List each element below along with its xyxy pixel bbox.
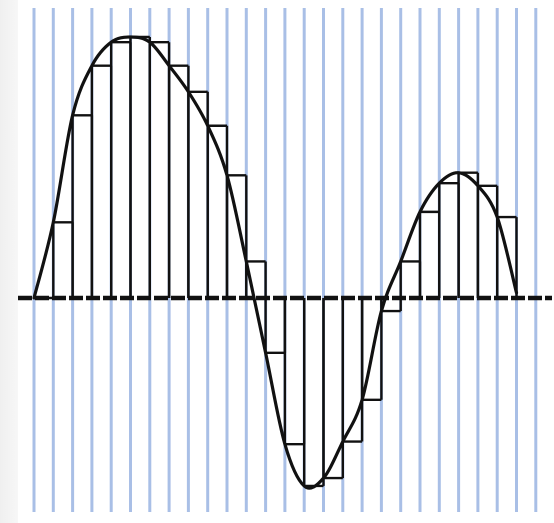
sample-bar — [52, 221, 74, 298]
sample-bar — [476, 184, 499, 298]
sample-bar — [303, 298, 325, 488]
sample-bar — [438, 181, 460, 298]
sample-bars — [34, 35, 518, 488]
sample-bar — [496, 215, 518, 298]
sample-bar — [148, 41, 171, 298]
sample-bar — [399, 260, 422, 298]
sample-bar — [341, 298, 364, 443]
sample-bar — [418, 210, 441, 298]
sample-bar — [283, 298, 306, 446]
sample-bar — [457, 171, 480, 298]
sample-bar — [90, 64, 113, 298]
left-margin-shade — [0, 0, 18, 523]
continuous-signal-curve — [32, 35, 519, 490]
sample-bar — [71, 114, 94, 298]
sample-bar — [264, 298, 287, 355]
sample-bar — [225, 174, 248, 298]
sample-bar — [129, 35, 152, 298]
sample-bar — [167, 64, 190, 298]
sample-bar — [109, 41, 132, 298]
